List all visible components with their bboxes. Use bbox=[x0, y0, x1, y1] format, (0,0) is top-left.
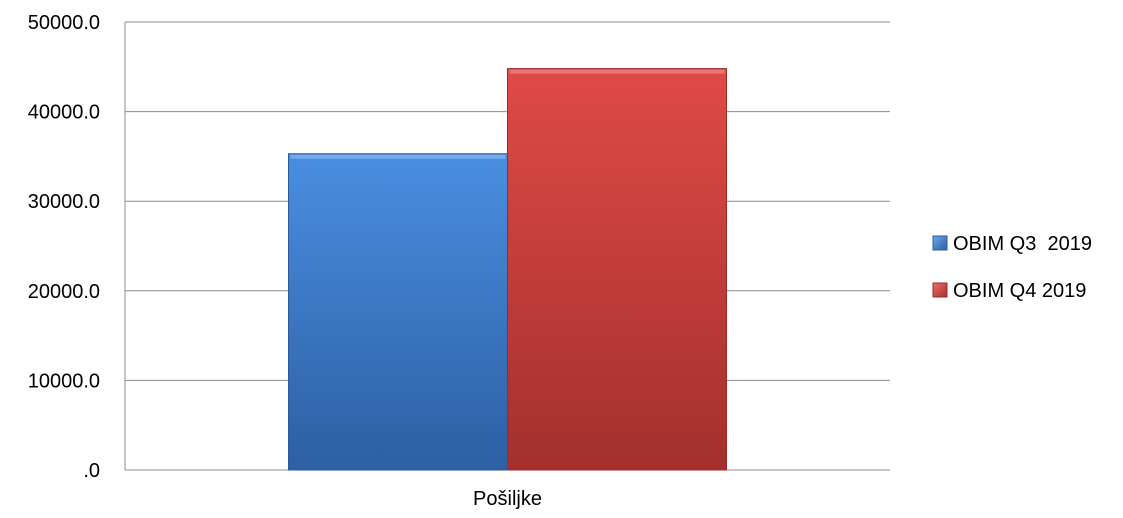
y-tick-label: 20000.0 bbox=[28, 281, 100, 303]
legend-swatch bbox=[932, 282, 948, 298]
y-tick-label: .0 bbox=[83, 460, 100, 482]
bar-q3 bbox=[288, 153, 508, 471]
bar-q4 bbox=[507, 68, 727, 471]
y-tick-label: 30000.0 bbox=[28, 191, 100, 213]
legend-label: OBIM Q4 2019 bbox=[953, 280, 1086, 302]
y-axis-ticks: 50000.0 40000.0 30000.0 20000.0 10000.0 .0 bbox=[28, 12, 100, 482]
y-tick-label: 40000.0 bbox=[28, 102, 100, 124]
legend-swatch bbox=[932, 235, 948, 251]
bar-highlight bbox=[509, 69, 725, 74]
y-tick-label: 50000.0 bbox=[28, 12, 100, 34]
x-category-label: Pošiljke bbox=[473, 488, 542, 510]
legend-label: OBIM Q3 2019 bbox=[953, 233, 1092, 255]
x-axis-labels: Pošiljke bbox=[473, 488, 542, 510]
bars bbox=[288, 68, 727, 471]
bar-highlight bbox=[290, 154, 506, 159]
legend: OBIM Q3 2019 OBIM Q4 2019 bbox=[932, 233, 1092, 302]
y-tick-label: 10000.0 bbox=[28, 370, 100, 392]
